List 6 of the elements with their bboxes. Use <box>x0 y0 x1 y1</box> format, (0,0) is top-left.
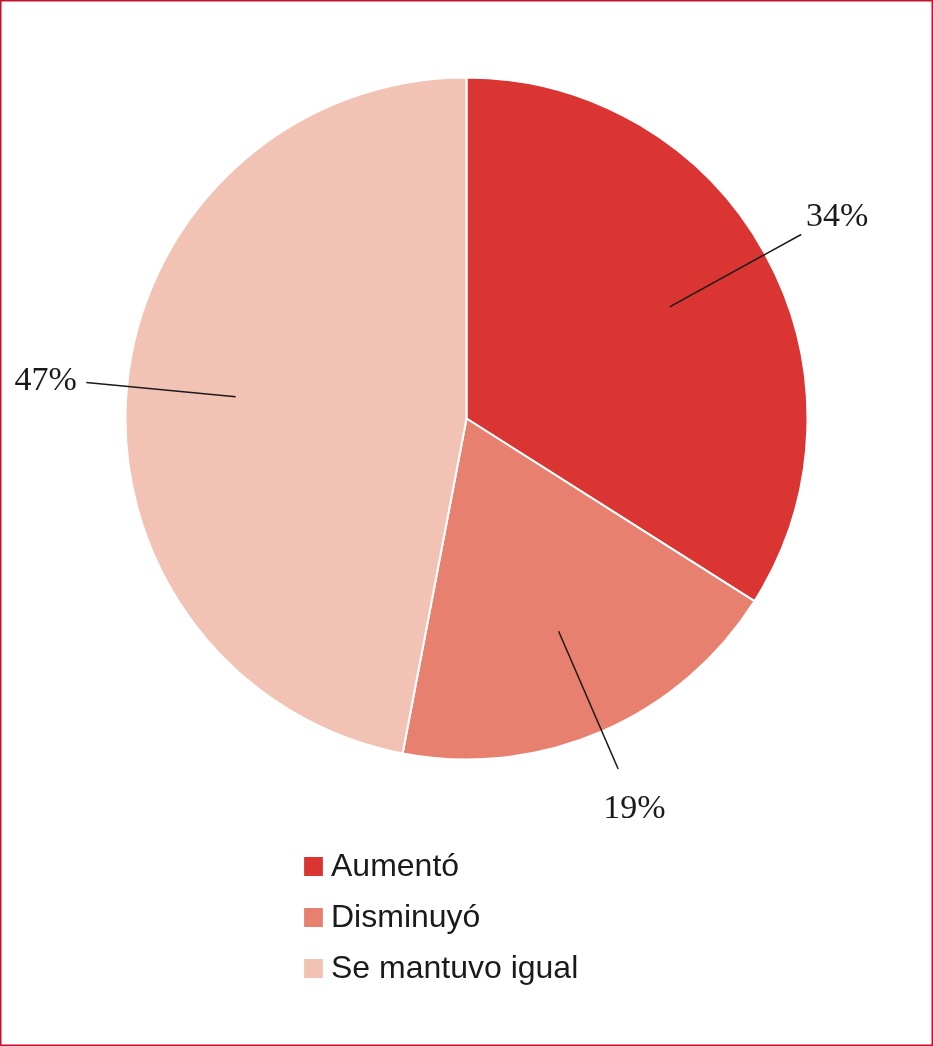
data-label: 34% <box>805 196 869 234</box>
data-label: 47% <box>14 360 77 398</box>
legend-label: Disminuyó <box>331 898 481 935</box>
legend-label: Se mantuvo igual <box>331 949 579 986</box>
legend-label: Aumentó <box>331 847 460 884</box>
data-label: 19% <box>603 788 666 826</box>
